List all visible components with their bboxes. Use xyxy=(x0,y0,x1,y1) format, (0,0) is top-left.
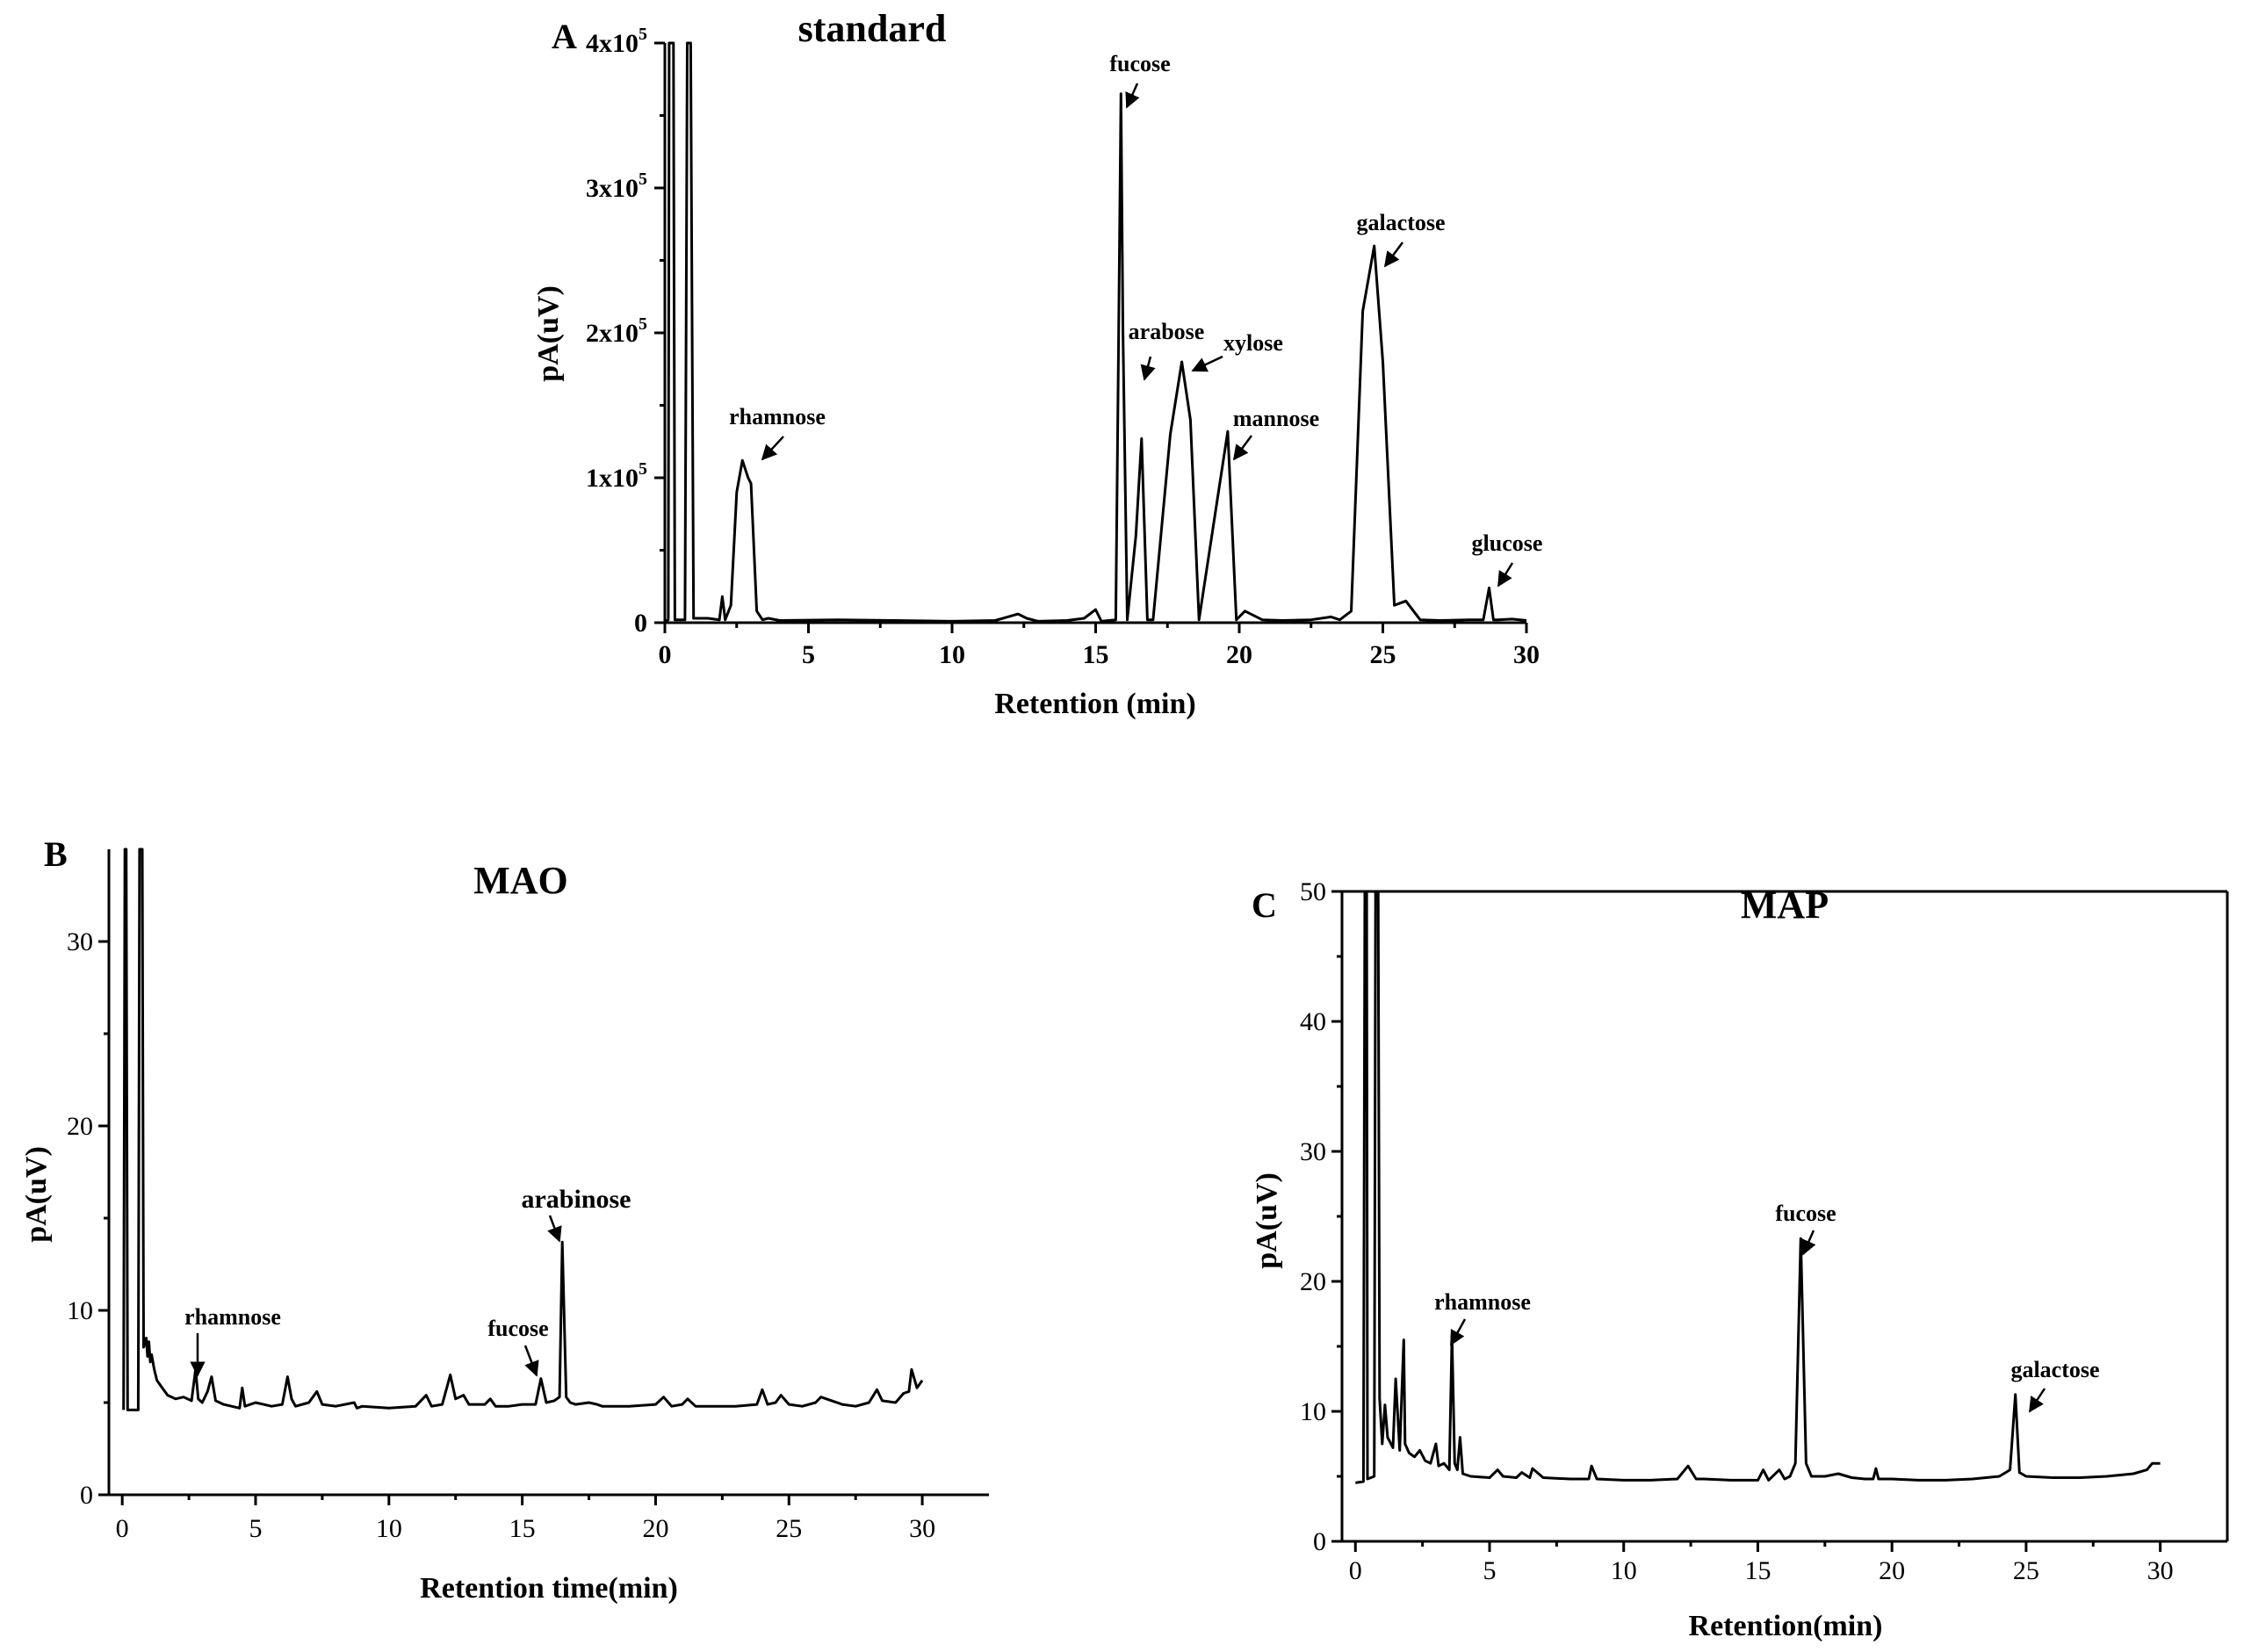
peak-arrow-arabose xyxy=(1140,356,1156,381)
x-axis-label: Retention time(min) xyxy=(420,1572,678,1605)
y-tick-label: 0 xyxy=(80,1481,93,1510)
x-tick-label: 20 xyxy=(1879,1556,1905,1585)
x-tick-label: 25 xyxy=(2013,1556,2039,1585)
x-tick-label: 15 xyxy=(1083,640,1109,669)
panel-letter: B xyxy=(44,834,68,874)
chart-title: standard xyxy=(798,7,947,50)
y-axis-label: pA(uV) xyxy=(532,285,565,382)
x-tick-label: 15 xyxy=(509,1514,536,1543)
peak-label-fucose: fucose xyxy=(487,1316,548,1341)
y-tick-label: 10 xyxy=(1300,1397,1326,1426)
peak-arrow-arabinose xyxy=(547,1215,562,1243)
x-tick-label: 10 xyxy=(1611,1556,1637,1585)
series-line-mao xyxy=(122,848,924,1411)
series-line-standard xyxy=(664,41,1527,623)
x-axis-label: Retention (min) xyxy=(994,688,1195,720)
peak-label-galactose: galactose xyxy=(1356,210,1445,235)
y-axis-label: pA(uV) xyxy=(20,1146,53,1243)
peak-label-fucose: fucose xyxy=(1775,1201,1836,1226)
peak-arrow-rhamnose xyxy=(1449,1318,1467,1346)
peak-arrow-fucose xyxy=(1125,83,1140,109)
x-tick-label: 10 xyxy=(939,640,965,669)
x-tick-label: 15 xyxy=(1744,1556,1771,1585)
x-tick-label: 30 xyxy=(1513,640,1540,669)
y-tick-label: 3x105 xyxy=(586,170,647,203)
y-axis-label: pA(uV) xyxy=(1251,1172,1283,1269)
peak-arrow-xylose xyxy=(1191,355,1223,372)
peak-label-rhamnose: rhamnose xyxy=(1434,1289,1531,1315)
y-tick-label: 40 xyxy=(1300,1007,1326,1036)
y-tick-label: 50 xyxy=(1300,877,1326,906)
panel-c-chart: C MAP 0 5 10 15 20 25 30 0 10 20 30 40 50 Retention(min… xyxy=(1251,877,2229,1642)
peak-label-glucose: glucose xyxy=(1472,530,1543,556)
y-tick-label: 0 xyxy=(634,609,647,638)
y-tick-label: 20 xyxy=(1300,1267,1326,1296)
peak-arrow-fucose xyxy=(523,1345,539,1377)
peak-arrow-mannose xyxy=(1232,435,1253,461)
peak-label-xylose: xylose xyxy=(1223,330,1283,356)
x-axis-label: Retention(min) xyxy=(1689,1610,1883,1642)
x-tick-label: 5 xyxy=(249,1514,263,1543)
x-tick-label: 25 xyxy=(1370,640,1396,669)
peak-arrow-fucose xyxy=(1801,1230,1816,1256)
peak-arrow-rhamnose xyxy=(761,436,784,461)
peak-label-mannose: mannose xyxy=(1233,406,1319,431)
series-line-map xyxy=(1355,890,2161,1484)
y-tick-label: 1x105 xyxy=(586,459,647,493)
y-tick-label: 10 xyxy=(67,1296,93,1325)
peak-label-rhamnose: rhamnose xyxy=(729,404,826,429)
x-tick-label: 0 xyxy=(116,1514,129,1543)
peak-arrow-galactose xyxy=(1383,242,1404,268)
x-tick-label: 5 xyxy=(1483,1556,1497,1585)
peak-arrow-glucose xyxy=(1497,562,1514,588)
peak-label-rhamnose: rhamnose xyxy=(184,1304,281,1330)
x-tick-label: 20 xyxy=(1226,640,1252,669)
y-tick-label: 30 xyxy=(1300,1137,1326,1166)
y-tick-label: 20 xyxy=(67,1112,93,1141)
peak-arrow-galactose xyxy=(2028,1388,2046,1413)
peak-label-galactose: galactose xyxy=(2010,1357,2099,1382)
panel-b-chart: B MAO 0 5 10 15 20 25 30 0 10 20 30 Retention time(mi… xyxy=(20,834,989,1605)
chart-title: MAP xyxy=(1741,884,1829,927)
x-tick-label: 25 xyxy=(776,1514,802,1543)
panel-letter: A xyxy=(552,17,577,56)
peak-label-arabose: arabose xyxy=(1129,319,1205,344)
x-tick-label: 5 xyxy=(802,640,815,669)
peak-label-arabinose: arabinose xyxy=(521,1185,631,1214)
x-tick-label: 30 xyxy=(2147,1556,2174,1585)
panel-letter: C xyxy=(1252,885,1277,925)
chart-title: MAO xyxy=(473,859,568,902)
x-tick-label: 0 xyxy=(659,640,672,669)
x-tick-label: 10 xyxy=(376,1514,402,1543)
y-tick-label: 2x105 xyxy=(586,314,647,348)
x-tick-label: 20 xyxy=(642,1514,668,1543)
y-tick-label: 30 xyxy=(67,927,93,956)
x-tick-label: 30 xyxy=(909,1514,935,1543)
y-tick-label: 0 xyxy=(1313,1527,1326,1556)
peak-label-fucose: fucose xyxy=(1109,51,1170,76)
x-tick-label: 0 xyxy=(1349,1556,1362,1585)
y-tick-label: 4x105 xyxy=(586,25,647,58)
